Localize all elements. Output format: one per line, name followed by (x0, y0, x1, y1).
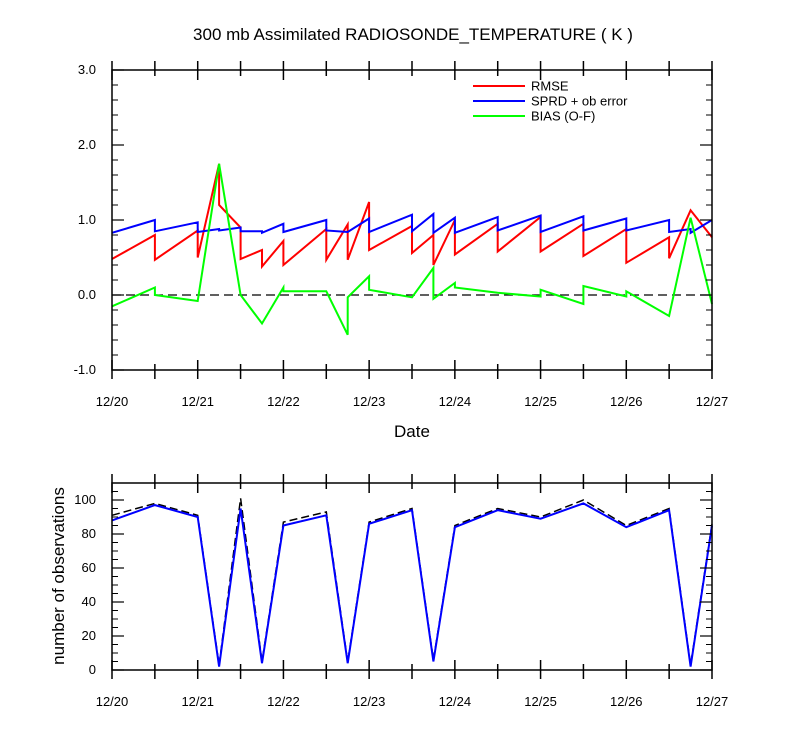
x-tick-label: 12/27 (696, 394, 729, 409)
series-possible-line (111, 498, 713, 666)
y-tick-label: 0.0 (78, 287, 96, 302)
x-tick-label: 12/22 (267, 694, 300, 709)
x-tick-label: 12/24 (439, 694, 472, 709)
x-tick-label: 12/25 (524, 394, 557, 409)
y-axis-title-observations: number of observations (49, 487, 68, 665)
x-tick-label: 12/20 (96, 394, 129, 409)
y-tick-label: 100 (74, 492, 96, 507)
y-tick-label: 20 (82, 628, 96, 643)
y-tick-label: 40 (82, 594, 96, 609)
legend-label: SPRD + ob error (531, 94, 628, 109)
y-tick-label: 1.0 (78, 212, 96, 227)
x-tick-label: 12/25 (524, 694, 557, 709)
bottom-panel: 12/20 12/21 12/22 12/23 12/24 12/25 12/26 12/27… (74, 474, 728, 709)
y-tick-label: 3.0 (78, 62, 96, 77)
y-tick-label: 80 (82, 526, 96, 541)
series-bias-o-f-line (111, 163, 713, 336)
x-axis-title: Date (394, 422, 430, 441)
x-tick-label: 12/20 (96, 694, 129, 709)
x-tick-label: 12/22 (267, 394, 300, 409)
chart-title: 300 mb Assimilated RADIOSONDE_TEMPERATUR… (193, 25, 633, 44)
series-sprd-ob-error-line (111, 211, 713, 235)
series-rmse-line (111, 163, 713, 270)
y-tick-label: 2.0 (78, 137, 96, 152)
x-tick-label: 12/26 (610, 394, 643, 409)
y-tick-label: -1.0 (74, 362, 96, 377)
x-tick-label: 12/23 (353, 394, 386, 409)
legend-label: RMSE (531, 79, 569, 94)
x-tick-label: 12/27 (696, 694, 729, 709)
x-tick-label: 12/21 (181, 394, 214, 409)
y-tick-label: 60 (82, 560, 96, 575)
x-tick-label: 12/24 (439, 394, 472, 409)
x-tick-label: 12/23 (353, 694, 386, 709)
x-tick-label: 12/26 (610, 694, 643, 709)
y-tick-label: 0 (89, 662, 96, 677)
series-assimilated-line (111, 502, 713, 667)
top-panel: 12/20 12/21 12/22 12/23 12/24 12/25 12/26 12/27… (74, 61, 729, 409)
x-tick-label: 12/21 (181, 694, 214, 709)
legend-label: BIAS (O-F) (531, 109, 595, 124)
